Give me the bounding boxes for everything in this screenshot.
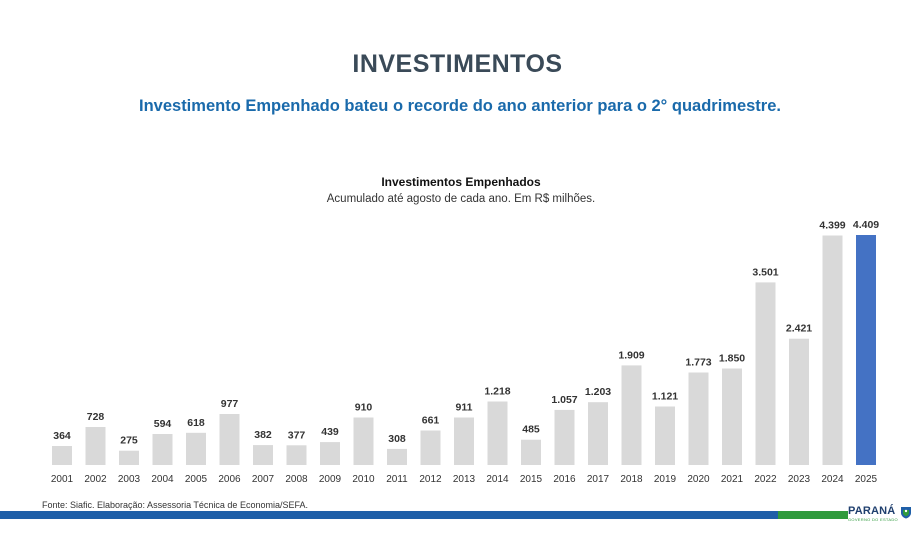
x-tick-2020: 2020 <box>687 474 710 485</box>
bar-2009 <box>320 442 340 465</box>
bar-2024 <box>822 235 843 465</box>
x-tick-2012: 2012 <box>419 474 442 485</box>
value-label-2024: 4.399 <box>819 220 845 232</box>
value-label-2022: 3.501 <box>752 266 778 278</box>
bar-2023 <box>789 338 809 465</box>
value-label-2015: 485 <box>522 424 540 436</box>
value-label-2005: 618 <box>187 417 205 429</box>
bar-2003 <box>119 450 139 465</box>
x-tick-2025: 2025 <box>855 474 878 485</box>
value-label-2013: 911 <box>456 402 473 414</box>
brand-name: PARANÁ <box>848 505 896 517</box>
brand-logo: PARANÁ GOVERNO DO ESTADO <box>848 505 912 522</box>
value-label-2009: 439 <box>321 426 339 438</box>
bar-2018 <box>621 365 642 465</box>
source-note: Fonte: Siafic. Elaboração: Assessoria Té… <box>42 500 308 510</box>
x-tick-2018: 2018 <box>620 474 643 485</box>
bar-2002 <box>85 427 106 465</box>
bar-2015 <box>521 439 541 465</box>
x-tick-2022: 2022 <box>754 474 777 485</box>
bar-2016 <box>554 409 575 465</box>
value-label-2016: 1.057 <box>551 394 577 406</box>
value-label-2010: 910 <box>355 402 373 414</box>
value-label-2001: 364 <box>53 430 71 442</box>
value-label-2011: 308 <box>388 433 406 445</box>
value-label-2003: 275 <box>120 435 138 447</box>
value-label-2008: 377 <box>288 429 306 441</box>
x-tick-2019: 2019 <box>654 474 677 485</box>
x-tick-2010: 2010 <box>352 474 375 485</box>
footer-stripe-green <box>778 511 848 519</box>
value-label-2019: 1.121 <box>652 391 678 403</box>
x-tick-2017: 2017 <box>587 474 610 485</box>
bar-2012 <box>420 430 441 465</box>
bar-2017 <box>588 402 608 465</box>
x-tick-2011: 2011 <box>386 474 408 485</box>
value-label-2021: 1.850 <box>719 353 745 365</box>
x-tick-2006: 2006 <box>218 474 241 485</box>
bar-2001 <box>52 446 72 465</box>
bar-2008 <box>286 445 307 465</box>
x-tick-2009: 2009 <box>319 474 342 485</box>
value-label-2014: 1.218 <box>484 386 510 398</box>
bar-2011 <box>387 448 407 465</box>
x-tick-2003: 2003 <box>118 474 141 485</box>
value-label-2002: 728 <box>87 411 105 423</box>
bar-2022 <box>755 282 776 465</box>
x-tick-2015: 2015 <box>520 474 543 485</box>
state-crest-icon <box>900 507 911 519</box>
bar-2004 <box>152 434 173 465</box>
x-tick-2005: 2005 <box>185 474 208 485</box>
page-title: INVESTIMENTOS <box>352 50 563 78</box>
x-tick-2002: 2002 <box>84 474 107 485</box>
x-tick-2024: 2024 <box>821 474 844 485</box>
bar-2005 <box>186 432 206 465</box>
value-label-2006: 977 <box>221 398 239 410</box>
footer-stripe-blue <box>0 511 780 519</box>
value-label-2017: 1.203 <box>585 386 611 398</box>
value-label-2023: 2.421 <box>786 323 812 335</box>
value-label-2012: 661 <box>422 415 440 427</box>
bar-2014 <box>487 401 508 465</box>
chart-title: Investimentos Empenhados <box>381 175 541 189</box>
page-subtitle: Investimento Empenhado bateu o recorde d… <box>139 97 781 115</box>
bar-2006 <box>219 414 240 465</box>
bar-2025 <box>856 235 876 465</box>
x-tick-2016: 2016 <box>553 474 576 485</box>
brand-tagline: GOVERNO DO ESTADO <box>848 517 898 522</box>
x-tick-2021: 2021 <box>721 474 744 485</box>
chart-subtitle: Acumulado até agosto de cada ano. Em R$ … <box>327 193 596 205</box>
bar-2013 <box>454 417 474 465</box>
value-label-2018: 1.909 <box>618 349 644 361</box>
bar-2019 <box>655 406 675 465</box>
x-tick-2007: 2007 <box>252 474 275 485</box>
x-tick-2008: 2008 <box>285 474 308 485</box>
bars-layer: 364 2001 728 2002 275 2003 594 2004 618 2005 977 20… <box>51 219 879 485</box>
value-label-2007: 382 <box>254 429 272 441</box>
bar-2020 <box>688 372 709 465</box>
bar-2007 <box>253 445 273 465</box>
x-tick-2023: 2023 <box>788 474 811 485</box>
bar-2010 <box>353 417 374 465</box>
x-tick-2013: 2013 <box>453 474 476 485</box>
value-label-2020: 1.773 <box>685 357 711 369</box>
value-label-2025: 4.409 <box>853 219 879 231</box>
x-tick-2001: 2001 <box>51 474 74 485</box>
x-tick-2004: 2004 <box>151 474 174 485</box>
bar-2021 <box>722 368 742 465</box>
x-tick-2014: 2014 <box>486 474 509 485</box>
value-label-2004: 594 <box>154 418 172 430</box>
